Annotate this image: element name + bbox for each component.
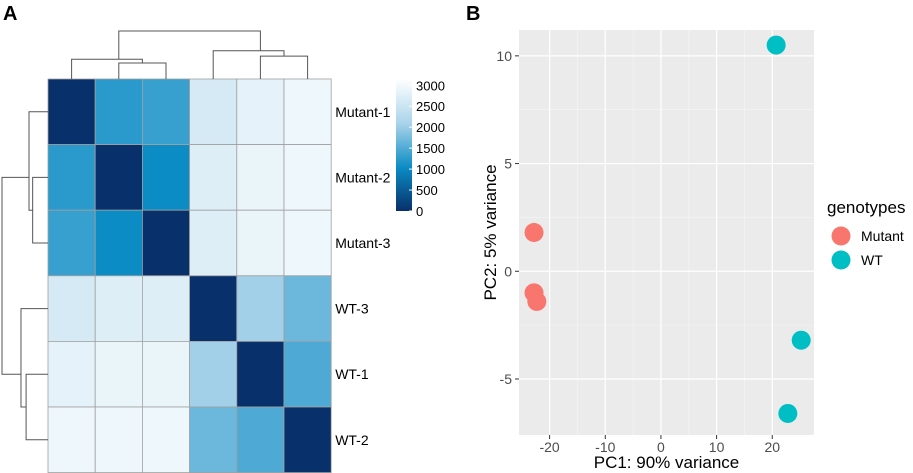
x-tick-label: 10 — [709, 439, 725, 455]
heatmap-row-label: WT-3 — [335, 301, 369, 317]
heatmap-row-label: Mutant-2 — [335, 169, 390, 185]
legend-key-wt — [831, 250, 851, 270]
heatmap-cell — [236, 209, 285, 277]
y-tick-label: 5 — [504, 156, 512, 172]
heatmap-cell — [189, 144, 238, 211]
panel-b-label: B — [466, 3, 480, 25]
heatmap-cell — [141, 209, 190, 277]
heatmap-cell — [283, 209, 332, 277]
legend-items: Mutant WT — [831, 226, 904, 270]
heatmap-cell — [236, 144, 285, 211]
heatmap-row-label: Mutant-3 — [335, 235, 390, 251]
legend-key-mutant — [831, 226, 851, 246]
heatmap-row-label: Mutant-1 — [335, 104, 390, 120]
row-dendrogram-link — [28, 111, 48, 211]
row-dendrogram — [1, 111, 48, 441]
heatmap-cell — [141, 406, 190, 473]
colorbar-tick-label: 1000 — [416, 162, 445, 177]
y-axis-title: PC2: 5% variance — [481, 164, 500, 300]
y-tick-label: 10 — [496, 48, 512, 64]
pca-panel: -20 -10 0 10 20 -5 0 5 10 PC1: 90% variance PC2… — [481, 30, 905, 472]
heatmap-cell — [236, 340, 285, 408]
legend-label: WT — [861, 252, 883, 268]
heatmap-cells — [47, 78, 332, 473]
heatmap-cell — [189, 78, 238, 145]
y-tick-label: 0 — [504, 263, 512, 279]
x-tick-label: 0 — [657, 439, 665, 455]
row-dendrogram-link — [1, 176, 30, 375]
legend-title: genotypes — [827, 198, 905, 217]
column-dendrogram-link — [118, 30, 261, 60]
heatmap-cell — [47, 275, 96, 342]
heatmap-cell — [47, 340, 96, 408]
x-axis-ticks: -20 -10 0 10 20 — [539, 435, 780, 455]
x-tick-label: -10 — [595, 439, 615, 455]
point-wt — [791, 330, 811, 350]
heatmap-row-labels: Mutant-1 Mutant-2 Mutant-3 WT-3 WT-1 WT-2 — [335, 104, 390, 448]
point-mutant — [524, 223, 544, 242]
x-tick-label: -20 — [539, 439, 559, 455]
y-axis-ticks: -5 0 5 10 — [496, 48, 519, 387]
data-points — [524, 35, 811, 423]
colorbar: 0 500 1000 1500 2000 2500 3000 — [396, 78, 445, 219]
colorbar-tick-label: 3000 — [416, 78, 445, 93]
column-dendrogram-link — [212, 50, 285, 79]
row-dendrogram-link — [25, 373, 48, 441]
heatmap-cell — [236, 275, 285, 342]
point-wt — [778, 403, 798, 423]
colorbar-tick-label: 1500 — [416, 141, 445, 156]
heatmap-cell — [283, 144, 332, 211]
heatmap-cell — [141, 144, 190, 211]
heatmap-cell — [94, 275, 143, 342]
heatmap-cell — [141, 78, 190, 145]
plot-background — [519, 30, 814, 435]
legend: genotypes Mutant WT — [827, 198, 905, 270]
heatmap-cell — [283, 275, 332, 342]
colorbar-gradient — [396, 79, 412, 211]
heatmap-cell — [189, 209, 238, 277]
point-wt — [766, 35, 786, 55]
legend-label: Mutant — [861, 228, 904, 244]
heatmap-row-label: WT-2 — [335, 432, 369, 448]
heatmap-cell — [141, 340, 190, 408]
heatmap-cell — [94, 340, 143, 408]
column-dendrogram-link — [71, 58, 143, 79]
heatmap-cell — [94, 209, 143, 277]
heatmap-cell — [189, 406, 238, 473]
heatmap-cell — [283, 340, 332, 408]
heatmap-cell — [236, 78, 285, 145]
x-tick-label: 20 — [764, 439, 780, 455]
heatmap-cell — [189, 340, 238, 408]
colorbar-tick-label: 2500 — [416, 99, 445, 114]
gridlines — [519, 30, 814, 435]
heatmap-cell — [47, 78, 96, 145]
heatmap-row-label: WT-1 — [335, 366, 369, 382]
point-mutant — [527, 291, 547, 311]
heatmap-cell — [94, 406, 143, 473]
row-dendrogram-link — [20, 308, 48, 408]
colorbar-tick-label: 500 — [416, 183, 438, 198]
column-dendrogram-link — [259, 55, 309, 79]
panel-a-label: A — [3, 3, 17, 25]
row-dendrogram-link — [32, 176, 48, 244]
x-axis-title: PC1: 90% variance — [594, 453, 740, 472]
heatmap-cell — [236, 406, 285, 473]
heatmap-cell — [47, 406, 96, 473]
column-dendrogram-link — [118, 62, 167, 79]
colorbar-ticks: 0 500 1000 1500 2000 2500 3000 — [409, 78, 445, 219]
colorbar-tick-label: 2000 — [416, 120, 445, 135]
y-tick-label: -5 — [500, 371, 513, 387]
heatmap-cell — [94, 78, 143, 145]
column-dendrogram — [71, 30, 309, 79]
heatmap-cell — [94, 144, 143, 211]
heatmap-cell — [141, 275, 190, 342]
heatmap-cell — [47, 209, 96, 277]
colorbar-tick-label: 0 — [416, 204, 423, 219]
heatmap-cell — [283, 78, 332, 145]
heatmap-cell — [283, 406, 332, 473]
heatmap-cell — [47, 144, 96, 211]
heatmap-panel: Mutant-1 Mutant-2 Mutant-3 WT-3 WT-1 WT-2 0 50… — [1, 30, 445, 473]
heatmap-cell — [189, 275, 238, 342]
